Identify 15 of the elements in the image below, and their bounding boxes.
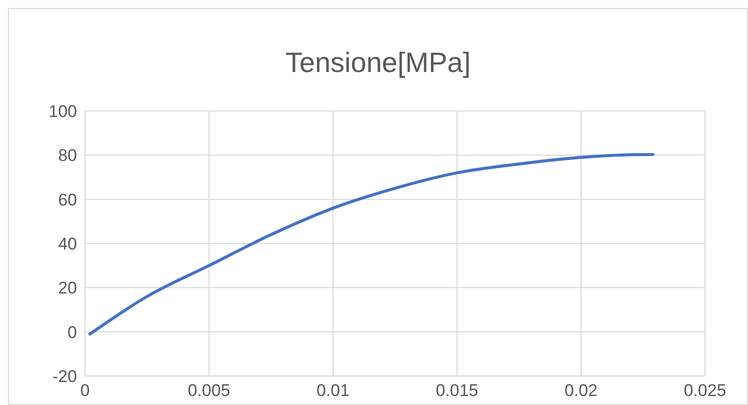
x-tick-label: 0.02 [564,381,598,400]
x-tick-label: 0.015 [436,381,478,400]
x-tick-label: 0 [80,381,90,400]
y-tick-label: 80 [58,146,77,166]
y-tick-label: 20 [58,278,77,298]
line-series [88,153,654,336]
x-tick-label: 0.025 [684,381,726,400]
y-tick-label: -20 [52,367,77,386]
y-tick-label: 100 [48,102,77,122]
y-tick-label: 40 [58,234,77,254]
y-tick-label: 0 [68,322,77,342]
chart-title: Tensione[MPa] [284,47,472,79]
y-tick-label: 60 [58,190,77,210]
x-tick-label: 0.01 [316,381,350,400]
x-tick-label: 0.005 [188,381,230,400]
